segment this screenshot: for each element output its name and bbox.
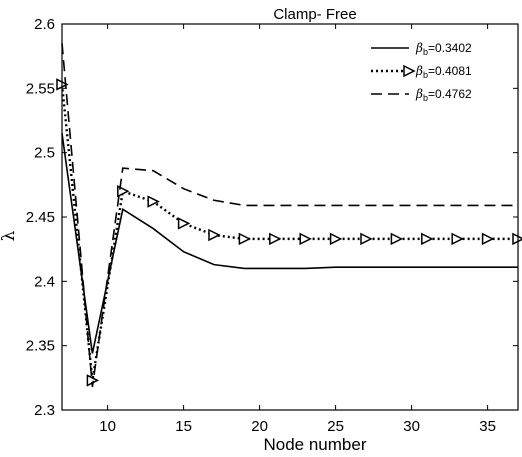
data-point-marker bbox=[238, 232, 252, 246]
legend-value: =0.4762 bbox=[428, 87, 472, 101]
legend-subscript: b bbox=[423, 47, 428, 57]
data-point-marker bbox=[208, 228, 221, 242]
data-point-marker bbox=[390, 232, 404, 246]
y-tick-label: 2.4 bbox=[34, 273, 55, 290]
legend-symbol: β bbox=[415, 87, 423, 101]
legend-subscript: b bbox=[423, 93, 428, 103]
series-line bbox=[61, 133, 518, 354]
legend-value: =0.4081 bbox=[428, 64, 472, 78]
legend-symbol: β bbox=[415, 41, 423, 55]
data-point-marker bbox=[177, 217, 191, 230]
data-point-marker bbox=[147, 195, 160, 208]
data-point-marker bbox=[269, 232, 282, 246]
legend-entry-label: βb=0.4081 bbox=[415, 64, 472, 80]
x-tick-label: 35 bbox=[479, 418, 496, 435]
x-tick-label: 30 bbox=[403, 418, 420, 435]
series-line bbox=[60, 84, 518, 381]
y-tick-label: 2.45 bbox=[26, 209, 55, 226]
data-point-marker bbox=[360, 232, 373, 246]
data-point-marker bbox=[451, 232, 464, 246]
series-2 bbox=[56, 78, 522, 387]
y-tick-label: 2.55 bbox=[26, 80, 55, 97]
data-point-marker bbox=[421, 232, 434, 246]
data-point-marker bbox=[299, 232, 312, 246]
x-tick-label: 20 bbox=[251, 418, 268, 435]
legend-entry-label: βb=0.4762 bbox=[415, 87, 472, 103]
x-tick-label: 15 bbox=[175, 418, 192, 435]
legend-value: =0.3402 bbox=[428, 41, 472, 55]
x-tick-label: 10 bbox=[99, 418, 116, 435]
legend-entry-label: βb=0.3402 bbox=[415, 41, 472, 57]
series-3 bbox=[61, 43, 518, 387]
y-axis-title: λ bbox=[0, 230, 19, 241]
series-1 bbox=[61, 133, 518, 354]
series-layer bbox=[56, 43, 522, 387]
series-line bbox=[61, 43, 518, 387]
data-point-marker bbox=[329, 232, 343, 246]
data-point-marker bbox=[481, 232, 495, 246]
y-tick-label: 2.3 bbox=[34, 402, 55, 419]
y-tick-label: 2.35 bbox=[26, 338, 55, 355]
x-tick-label: 25 bbox=[327, 418, 344, 435]
legend-subscript: b bbox=[423, 70, 428, 80]
x-axis: 10 15 20 25 30 35 bbox=[99, 24, 496, 435]
plot-frame bbox=[61, 23, 519, 411]
chart-title: Clamp- Free bbox=[273, 6, 356, 23]
y-tick-label: 2.5 bbox=[34, 145, 55, 162]
x-axis-title: Node number bbox=[263, 435, 366, 454]
legend-marker bbox=[403, 64, 416, 78]
legend-symbol: β bbox=[415, 64, 423, 78]
y-tick-label: 2.6 bbox=[34, 16, 55, 33]
